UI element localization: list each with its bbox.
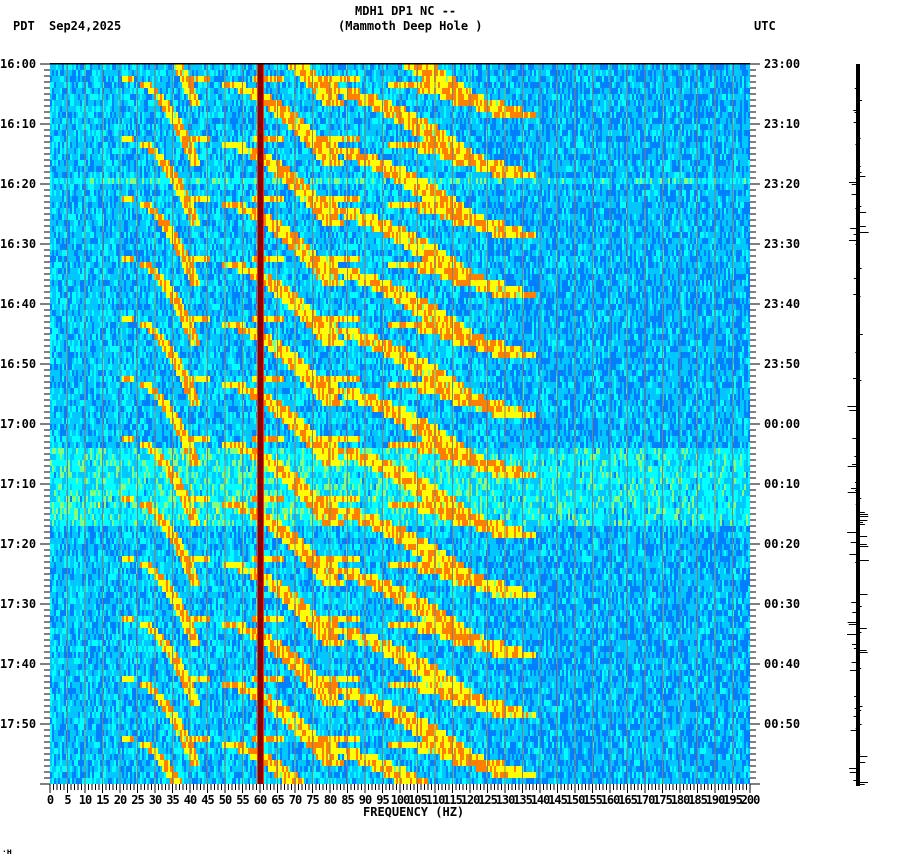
y-tick-left-label: 17:20 <box>0 538 36 550</box>
y-tick-right-label: 00:20 <box>764 538 800 550</box>
y-tick-left-label: 17:30 <box>0 598 36 610</box>
spectrogram-plot <box>50 64 750 784</box>
y-tick-right-label: 00:00 <box>764 418 800 430</box>
y-tick-left-label: 16:50 <box>0 358 36 370</box>
right-timezone-label: UTC <box>754 20 776 32</box>
y-tick-right-label: 23:20 <box>764 178 800 190</box>
y-tick-right-label: 00:30 <box>764 598 800 610</box>
y-tick-right-label: 23:50 <box>764 358 800 370</box>
y-tick-right-label: 00:40 <box>764 658 800 670</box>
y-tick-left-label: 16:40 <box>0 298 36 310</box>
date-label: Sep24,2025 <box>49 20 121 32</box>
station-subtitle: (Mammoth Deep Hole ) <box>338 20 483 32</box>
y-tick-left-label: 17:00 <box>0 418 36 430</box>
left-timezone-label: PDT <box>13 20 35 32</box>
y-tick-right-label: 00:10 <box>764 478 800 490</box>
x-axis-title: FREQUENCY (HZ) <box>363 806 464 818</box>
y-tick-right-label: 23:00 <box>764 58 800 70</box>
x-tick-label: 200 <box>740 794 760 806</box>
y-tick-right-label: 00:50 <box>764 718 800 730</box>
y-tick-left-label: 16:00 <box>0 58 36 70</box>
seismogram-trace <box>840 60 880 790</box>
y-tick-left-label: 17:50 <box>0 718 36 730</box>
y-tick-right-label: 23:30 <box>764 238 800 250</box>
corner-mark: ·ʜ <box>2 846 12 858</box>
y-tick-left-label: 16:20 <box>0 178 36 190</box>
y-tick-left-label: 17:10 <box>0 478 36 490</box>
station-title: MDH1 DP1 NC -- <box>355 5 456 17</box>
y-tick-left-label: 16:10 <box>0 118 36 130</box>
y-tick-left-label: 17:40 <box>0 658 36 670</box>
y-tick-right-label: 23:40 <box>764 298 800 310</box>
y-tick-left-label: 16:30 <box>0 238 36 250</box>
y-tick-right-label: 23:10 <box>764 118 800 130</box>
